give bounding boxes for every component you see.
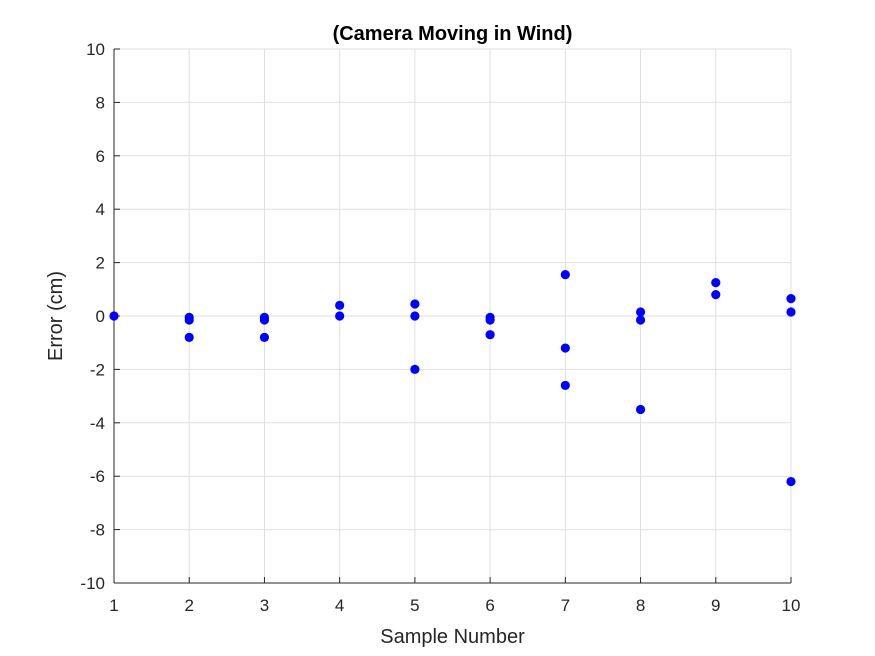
y-tick-label: -6 xyxy=(90,467,105,486)
data-point xyxy=(410,311,420,321)
data-point xyxy=(335,311,345,321)
y-tick-label: 10 xyxy=(86,40,105,59)
x-tick-label: 7 xyxy=(561,596,570,615)
x-axis-label: Sample Number xyxy=(380,626,525,648)
y-axis-label: Error (cm) xyxy=(45,271,67,361)
x-tick-label: 8 xyxy=(636,596,645,615)
y-tick-label: -8 xyxy=(90,521,105,540)
data-point xyxy=(560,380,570,391)
data-point xyxy=(410,299,420,309)
data-point xyxy=(786,476,796,487)
data-point xyxy=(635,315,646,325)
data-point xyxy=(485,315,495,325)
data-point xyxy=(635,307,646,317)
y-tick-label: 0 xyxy=(96,307,105,326)
x-tick-label: 5 xyxy=(410,596,419,615)
y-tick-label: -10 xyxy=(80,574,105,593)
data-point xyxy=(259,332,270,342)
chart-title: (Camera Moving in Wind) xyxy=(333,23,573,45)
x-tick-label: 10 xyxy=(782,596,801,615)
y-tick-label: -2 xyxy=(90,360,105,379)
data-point xyxy=(711,290,721,300)
data-point xyxy=(560,343,570,353)
y-tick-label: 6 xyxy=(96,147,105,166)
x-tick-label: 9 xyxy=(711,596,720,615)
data-point xyxy=(635,404,646,415)
data-points xyxy=(109,270,796,487)
data-point xyxy=(410,364,420,374)
data-point xyxy=(560,270,570,280)
data-point xyxy=(109,311,119,321)
data-point xyxy=(335,300,345,310)
data-point xyxy=(184,332,194,342)
x-tick-label: 2 xyxy=(184,596,193,615)
x-tick-label: 3 xyxy=(260,596,269,615)
y-tick-label: -4 xyxy=(90,414,105,433)
x-tick-label: 4 xyxy=(335,596,344,615)
x-tick-label: 1 xyxy=(109,596,118,615)
data-point xyxy=(786,307,796,317)
data-point xyxy=(184,315,194,325)
y-tick-label: 8 xyxy=(96,93,105,112)
data-point xyxy=(786,294,796,304)
data-point xyxy=(259,315,270,325)
x-tick-label: 6 xyxy=(485,596,494,615)
y-tick-label: 4 xyxy=(96,200,105,219)
tick-labels: 1 2 3 4 5 6 7 8 9 10 -10 -8 -6 -4 -2 0 2 4 6 8 10 xyxy=(80,40,800,615)
y-tick-label: 2 xyxy=(96,254,105,273)
data-point xyxy=(485,330,495,340)
data-point xyxy=(711,278,721,288)
